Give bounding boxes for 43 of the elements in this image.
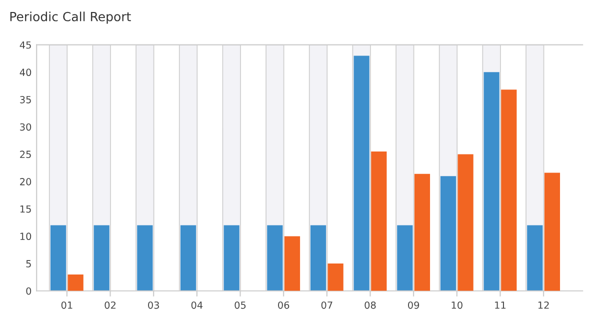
bar (544, 172, 560, 291)
bar (527, 225, 543, 291)
bar (284, 236, 300, 291)
x-tick-label: 12 (538, 301, 549, 309)
y-tick-label: 15 (20, 205, 31, 213)
bar (354, 56, 370, 291)
y-tick-label: 30 (20, 123, 32, 131)
y-tick-label: 20 (20, 178, 32, 186)
y-tick-label: 25 (20, 150, 31, 158)
bar (484, 72, 500, 291)
y-tick-label: 40 (20, 68, 32, 76)
x-tick-label: 02 (104, 301, 116, 309)
y-tick-label: 35 (20, 96, 31, 104)
bar (328, 264, 344, 291)
x-tick-label: 01 (61, 301, 72, 309)
bar (94, 225, 110, 291)
y-tick-label: 0 (26, 287, 32, 295)
x-tick-label: 10 (452, 301, 462, 309)
y-tick-label: 45 (20, 41, 31, 49)
bar (137, 225, 153, 291)
bar (397, 225, 413, 291)
bar (371, 151, 387, 291)
bar (414, 174, 430, 291)
bar (224, 225, 240, 291)
bar (310, 225, 326, 291)
bar (458, 154, 474, 291)
x-tick-label: 04 (191, 301, 203, 309)
bar (50, 225, 66, 291)
bar (440, 176, 456, 291)
x-tick-label: 07 (321, 301, 332, 309)
x-tick-label: 08 (364, 301, 376, 309)
x-tick-label: 11 (495, 302, 506, 309)
y-tick-label: 10 (20, 232, 32, 240)
bar (68, 274, 84, 291)
x-tick-label: 09 (408, 301, 420, 309)
x-tick-label: 03 (148, 301, 159, 309)
y-tick-label: 5 (26, 260, 31, 268)
x-tick-label: 05 (234, 301, 246, 309)
chart-title: Periodic Call Report (10, 12, 131, 24)
bar (501, 90, 517, 291)
bar (180, 225, 196, 291)
bar (267, 225, 283, 291)
x-tick-label: 06 (278, 301, 290, 309)
